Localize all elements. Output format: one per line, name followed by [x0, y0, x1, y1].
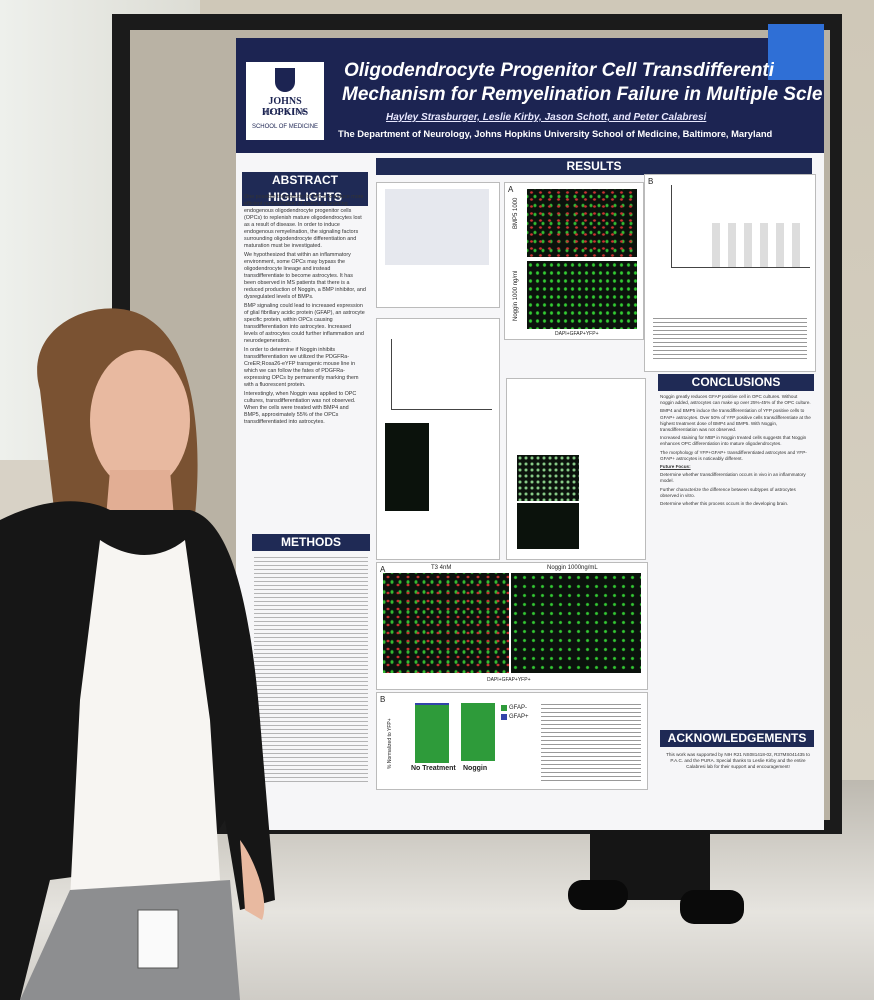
panel-label: B: [648, 177, 654, 186]
paragraph: Increased staining for MBP in Noggin tre…: [660, 435, 807, 447]
section-heading: ACKNOWLEDGEMENTS: [660, 730, 814, 747]
bar: [461, 703, 495, 761]
figure-3: A BMP5 1000 Noggin 1000 ng/ml DAPI+GFAP+…: [504, 182, 644, 340]
t3-label: T3 4nM: [431, 565, 452, 571]
legend-swatch: [501, 705, 507, 711]
figure-2: [376, 318, 500, 560]
logo-crest: [275, 68, 295, 92]
title-line: Mechanism for Remyelination Failure in M…: [342, 84, 822, 105]
paragraph: Determine whether this process occurs in…: [660, 501, 789, 507]
top: [70, 540, 220, 900]
department: The Department of Neurology, Johns Hopki…: [338, 128, 773, 139]
micrograph: [383, 573, 509, 673]
bar-chart: [671, 185, 810, 268]
figure-7: B % Normalized to YFP+ No Treatment Nogg…: [376, 692, 648, 790]
logo-school: SCHOOL OF MEDICINE: [251, 124, 319, 130]
paragraph: One possible therapeutic for MS is to in…: [244, 194, 364, 249]
figure-1: [376, 182, 500, 308]
x-label: No Treatment: [411, 765, 456, 772]
micrograph: [517, 455, 579, 501]
stain-label: DAPI+GFAP+YFP+: [487, 677, 531, 683]
methods-text: [254, 554, 368, 784]
title-line: Oligodendrocyte Progenitor Cell Transdif…: [344, 60, 774, 81]
paragraph: BMP4 and BMP5 induce the transdifferenti…: [660, 408, 811, 433]
figure-5: [506, 378, 646, 560]
badge: [137, 909, 179, 969]
paragraph: In order to determine if Noggin inhibits…: [244, 347, 359, 388]
y-label: % Normalized to YFP+: [387, 718, 393, 769]
paragraph: Interestingly, when Noggin was applied t…: [244, 391, 357, 425]
panel-label: B: [380, 695, 386, 704]
logo-name: JOHNS HOPKINS: [261, 96, 309, 118]
section-heading: METHODS: [252, 534, 370, 551]
jeans: [20, 880, 240, 1000]
panel-label: A: [508, 185, 514, 194]
face: [90, 350, 190, 490]
paragraph: We hypothesized that within an inflammat…: [244, 252, 366, 300]
person: [0, 308, 275, 1000]
paragraph: Further characterize the difference betw…: [660, 486, 796, 498]
panel-label: A: [380, 565, 386, 574]
noggin-label: Noggin 1000ng/mL: [547, 565, 598, 571]
shoe: [680, 890, 744, 924]
conclusions-text: Noggin greatly reduces GFAP positive cel…: [660, 394, 812, 724]
legend-label: GFAP-: [509, 705, 528, 711]
figure-6: A T3 4nM Noggin 1000ng/mL DAPI+GFAP+YFP+: [376, 562, 648, 690]
blue-square: [768, 24, 824, 80]
logo-sub: MEDICINE: [262, 110, 308, 116]
stain-label: DAPI+GFAP+YFP+: [555, 331, 599, 337]
micrograph: [385, 423, 429, 511]
section-heading: CONCLUSIONS: [658, 374, 814, 391]
bar: [415, 703, 449, 763]
caption: [541, 701, 641, 781]
micrograph: [517, 503, 579, 549]
shoe: [568, 880, 628, 910]
caption: [653, 315, 807, 361]
legend-swatch: [501, 714, 507, 720]
paragraph: Determine whether transdifferentiation o…: [660, 472, 806, 484]
legend-label: GFAP+: [509, 714, 529, 720]
bar-chart: [391, 339, 492, 410]
logo: JOHNS HOPKINS MEDICINE SCHOOL OF MEDICIN…: [246, 62, 324, 140]
micrograph: [527, 261, 637, 329]
paragraph: Future Focus:: [660, 464, 691, 470]
poster: JOHNS HOPKINS MEDICINE SCHOOL OF MEDICIN…: [236, 24, 824, 830]
title-bar: [236, 38, 824, 153]
abstract-text: One possible therapeutic for MS is to in…: [244, 194, 366, 534]
paragraph: BMP signaling could lead to increased ex…: [244, 303, 365, 344]
paragraph: The morphology of YFP+GFAP+ transdiffere…: [660, 449, 807, 461]
acknowledgements-text: This work was supported by NIH R21 NS081…: [666, 752, 810, 770]
authors: Hayley Strasburger, Leslie Kirby, Jason …: [386, 112, 707, 123]
paragraph: Noggin greatly reduces GFAP positive cel…: [660, 394, 811, 406]
diagram: [385, 189, 489, 265]
micrograph: [527, 189, 637, 257]
section-heading: ABSTRACT HIGHLIGHTS: [242, 172, 368, 206]
micrograph: [511, 573, 641, 673]
x-label: Noggin: [463, 765, 488, 772]
figure-4: B: [644, 174, 816, 372]
row-label: BMP5 1000: [513, 197, 519, 229]
hand: [240, 840, 265, 920]
row-label: Noggin 1000 ng/ml: [513, 270, 519, 321]
section-heading: RESULTS: [376, 158, 812, 175]
